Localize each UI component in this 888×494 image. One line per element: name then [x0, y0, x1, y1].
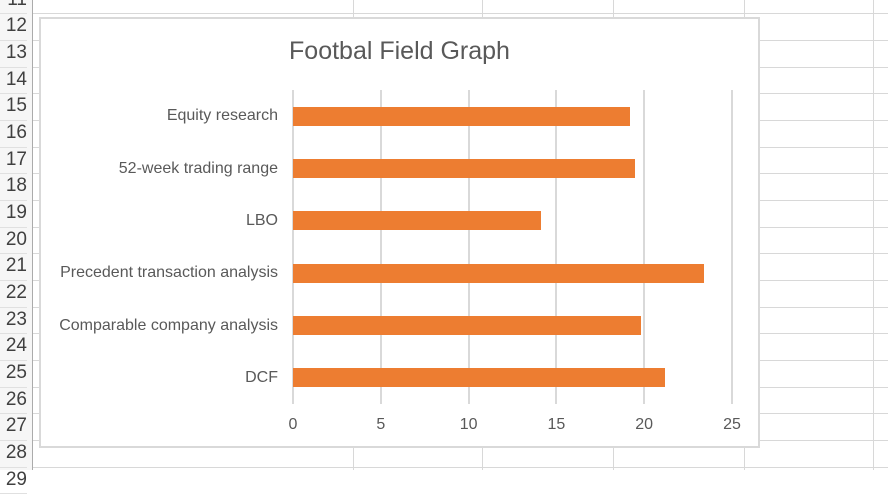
chart-gridline [643, 90, 646, 404]
row-header-cell[interactable]: 21 [0, 253, 27, 282]
category-label[interactable]: Precedent transaction analysis [60, 264, 278, 282]
bar[interactable] [293, 263, 704, 283]
bar[interactable] [293, 368, 666, 388]
row-header-cell[interactable]: 12 [0, 13, 27, 41]
row-header-cell[interactable]: 29 [0, 467, 27, 494]
category-label[interactable]: LBO [245, 211, 278, 229]
chart-gridline [467, 90, 470, 404]
x-tick-label[interactable]: 15 [547, 416, 566, 433]
plot-area[interactable] [292, 90, 733, 404]
row-header-cell[interactable]: 23 [0, 307, 27, 335]
chart-title[interactable]: Footbal Field Graph [289, 37, 510, 65]
row-header-cell[interactable]: 16 [0, 120, 27, 148]
grid-line-horizontal [32, 13, 888, 15]
bar[interactable] [293, 211, 541, 231]
chart[interactable]: Footbal Field Graph 0 5 10 15 20 25 Equity res… [39, 17, 760, 448]
x-tick-label[interactable]: 25 [723, 416, 741, 433]
row-header-cell[interactable]: 15 [0, 93, 27, 121]
row-header-cell[interactable]: 27 [0, 413, 27, 442]
row-header-cell[interactable]: 19 [0, 200, 27, 228]
category-label[interactable]: DCF [245, 368, 278, 386]
bar[interactable] [293, 106, 631, 126]
chart-gridline [731, 90, 733, 404]
row-header-cell[interactable]: 18 [0, 173, 27, 201]
row-header-cell[interactable]: 11 [0, 0, 27, 15]
grid-line-horizontal [32, 466, 888, 468]
row-header-cell[interactable]: 26 [0, 387, 27, 415]
row-header-cell[interactable]: 28 [0, 440, 27, 468]
row-header-cell[interactable]: 14 [0, 67, 27, 95]
x-tick-label[interactable]: 5 [376, 416, 386, 433]
row-header-cell[interactable]: 13 [0, 40, 27, 68]
x-tick-label[interactable]: 10 [459, 416, 478, 433]
row-header-cell[interactable]: 17 [0, 147, 27, 175]
row-header-cell[interactable]: 20 [0, 227, 27, 255]
bar[interactable] [293, 159, 636, 178]
category-label[interactable]: 52-week trading range [118, 159, 278, 177]
row-header-cell[interactable]: 22 [0, 280, 27, 308]
category-label[interactable]: Equity research [166, 107, 278, 125]
row-header-cell[interactable]: 25 [0, 360, 27, 388]
row-header-cell[interactable]: 24 [0, 333, 27, 362]
category-label[interactable]: Comparable company analysis [59, 316, 278, 334]
grid-line-vertical [873, 0, 874, 470]
row-header: 11121314151617181920212223242526272829 [0, 0, 33, 494]
x-tick-label[interactable]: 0 [288, 416, 298, 433]
x-tick-label[interactable]: 20 [635, 416, 654, 433]
chart-gridline [555, 90, 558, 404]
bar[interactable] [293, 316, 641, 335]
chart-gridline [292, 90, 294, 404]
chart-gridline [379, 90, 382, 404]
